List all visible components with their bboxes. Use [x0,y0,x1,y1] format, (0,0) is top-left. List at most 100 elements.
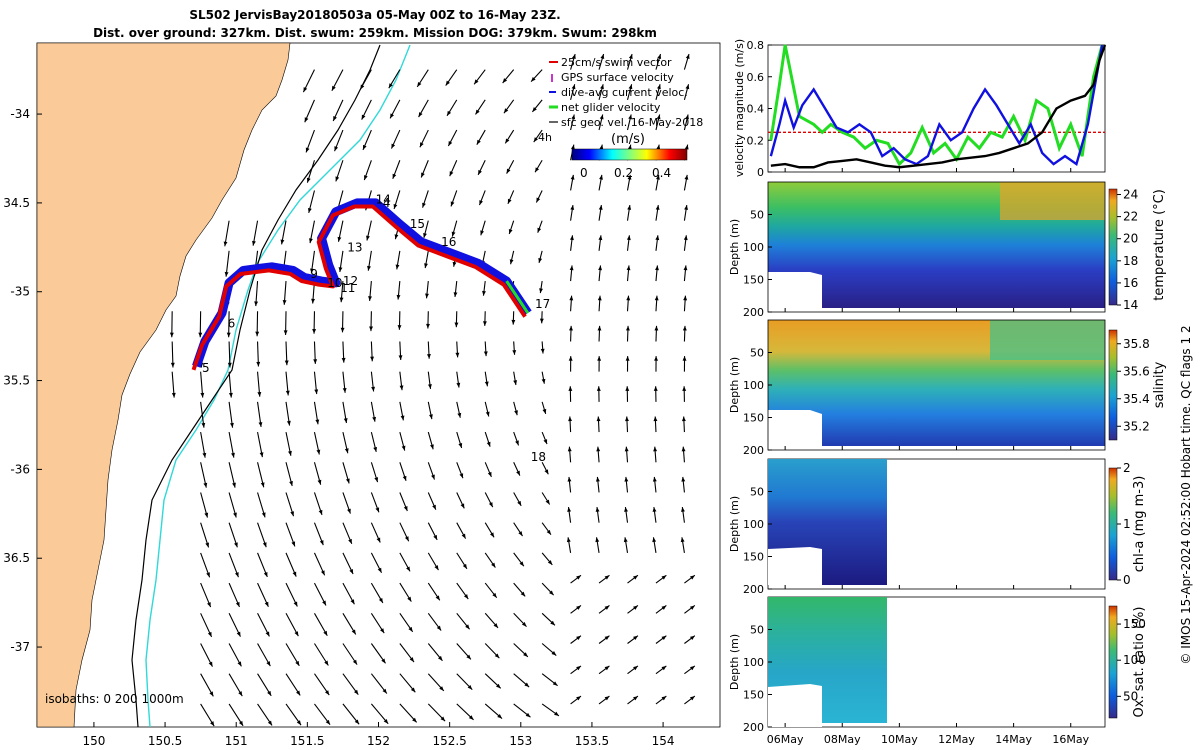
velocity-arrow-head [256,361,261,367]
depth-tick-label: 50 [750,624,764,637]
velocity-arrow-head [538,257,543,263]
velocity-arrow-head [322,600,326,606]
land-area [36,42,291,728]
colorbar-tick-label: 0 [1123,573,1131,587]
velocity-arrow-head [412,717,417,723]
velocity-arrow-head [685,54,690,60]
date-tick-label: 08May [824,733,861,746]
velocity-arrow-head [205,542,210,548]
velocity-arrow-head [625,416,629,422]
salinity-nodata [768,410,822,450]
salinity-colorbar [1108,329,1118,441]
velocity-arrow-head [342,388,347,393]
velocity-arrow-head [402,475,407,481]
velocity-arrow-head [431,474,435,480]
velocity-arrow-head [350,599,355,605]
velocity-arrow-head [494,653,500,659]
velocity-arrow-head [547,560,553,565]
velocity-arrow-head [392,173,397,179]
velocity-arrow-head [340,327,345,333]
oxygen-colorbar [1108,605,1118,719]
velocity-arrow-head [624,446,629,452]
velocity-arrow-head [531,76,536,82]
velocity-arrow-head [417,81,422,87]
velocity-arrow-head [289,481,293,487]
map-xtick-label: 154 [652,734,675,748]
depth-tick-label: 200 [743,721,764,734]
velocity-arrow-head [600,84,604,90]
map-ytick-label: -34 [10,107,30,121]
velocity-arrow-head [460,503,465,509]
velocity-arrow-head [401,445,406,451]
velocity-arrow-head [435,595,440,601]
oxygen-cblabel: Ox. sat. ratio (%) [1132,607,1147,718]
velocity-arrow-head [231,452,235,458]
velocity-arrow-head [542,408,547,414]
velocity-arrow-head [288,450,292,456]
velocity-arrow-head [467,684,473,690]
velocity-arrow-head [626,235,631,241]
velocity-arrow-head [506,168,511,174]
colorbar-tick-label: 22 [1123,210,1138,224]
colorbar-tick-label: 100 [1123,653,1146,667]
velocity-panel: 0 0.2 0.4 0.6 0.8 velocity magnitude (m/s) [733,39,1107,179]
velocity-arrow-head [597,325,602,331]
velocity-arrow-head [337,236,342,242]
velocity-arrow-head [655,265,659,271]
velocity-ticks: 0 0.2 0.4 0.6 0.8 [747,39,772,179]
velocity-arrow-head [377,567,382,573]
velocity-arrow-head [353,689,359,695]
velocity-arrow-head [567,446,572,452]
velocity-arrow-head [338,267,343,272]
velocity-arrow-head [449,171,454,177]
velocity-arrow-head [347,508,351,514]
colorbar-tick-label: 35.6 [1123,364,1150,378]
velocity-arrow-head [661,635,667,641]
velocity-arrow-head [567,507,572,512]
depth-tick-label: 200 [743,583,764,596]
chla-colorbar [1108,467,1118,581]
section-ylabel: Depth (m) [728,219,741,275]
colorbar-tick-label: 35.8 [1123,337,1150,351]
velocity-arrow-head [238,691,243,697]
velocity-arrow-head [576,605,581,610]
velocity-arrow-head [533,137,538,143]
map-xtick-label: 153 [509,734,532,748]
velocity-arrow-head [294,631,299,637]
velocity-arrow-head [683,235,688,241]
velocity-arrow-head [458,443,463,449]
velocity-arrow-head [171,392,176,398]
velocity-arrow-head [284,360,289,366]
velocity-arrow-head [507,198,512,204]
velocity-arrow-head [576,575,581,580]
date-tick-label: 14May [995,733,1032,746]
legend-dive: dive-avg current veloc. [561,86,688,99]
velocity-arrow-head [483,351,488,357]
velocity-arrow-head [552,681,558,686]
temperature-warm-patch [1000,182,1105,220]
salinity-cblabel: salinity [1152,361,1167,408]
velocity-arrow-head [456,382,461,388]
velocity-ytick-label: 0.2 [747,134,765,147]
velocity-arrow-head [391,143,396,149]
velocity-arrow-head [551,651,557,656]
velocity-arrow-head [595,537,600,543]
velocity-arrow-head [254,301,259,307]
velocity-arrow-head [482,321,487,326]
velocity-arrow-head [567,476,572,482]
velocity-arrow-head [325,719,331,725]
velocity-arrow-head [262,542,267,548]
day-label: 10 [327,276,342,290]
velocity-arrow-head [653,386,658,391]
velocity-arrow-head [540,348,545,354]
colorbar-tick-label: 35.4 [1123,392,1150,406]
velocity-arrow-head [371,386,376,392]
isobath-200m [145,44,411,728]
velocity-arrow-head [367,265,371,271]
velocity-arrow-head [315,419,320,425]
velocity-arrow-head [652,507,657,512]
velocity-arrow-head [369,326,373,332]
day-label: 4 [383,196,391,210]
velocity-arrow-head [459,473,464,479]
map-ytick-label: -35 [10,285,30,299]
